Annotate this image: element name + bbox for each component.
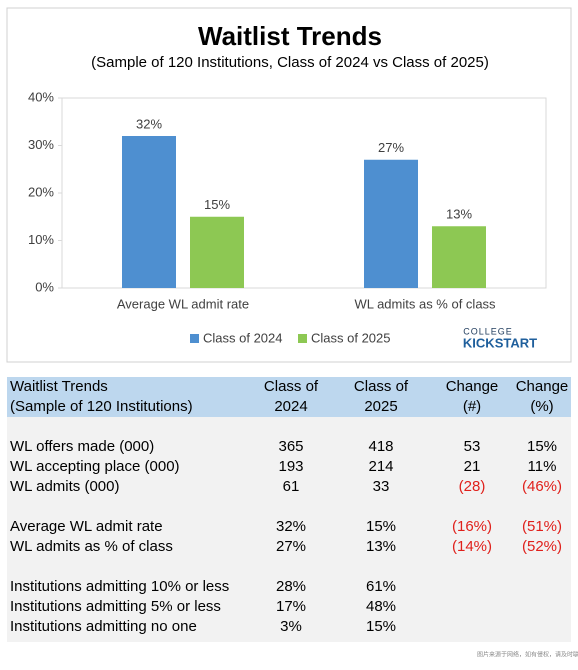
- bar: [432, 226, 486, 288]
- table-cell: 418: [368, 438, 393, 455]
- chart-subtitle: (Sample of 120 Institutions, Class of 20…: [91, 54, 489, 71]
- x-tick-label: Average WL admit rate: [117, 296, 249, 311]
- table-header: (%): [530, 398, 553, 415]
- table-cell: (28): [459, 478, 486, 495]
- value-label: 13%: [446, 207, 472, 222]
- legend-swatch: [190, 334, 199, 343]
- table-header-bg: [7, 377, 571, 417]
- y-tick-label: 0%: [35, 279, 54, 294]
- table-header: Class of: [264, 378, 319, 395]
- table-header: Change: [516, 378, 569, 395]
- table-header: 2024: [274, 398, 307, 415]
- table-cell: 32%: [276, 518, 306, 535]
- value-label: 27%: [378, 140, 404, 155]
- row-label: Institutions admitting 10% or less: [10, 578, 229, 595]
- legend-label: Class of 2024: [203, 330, 283, 345]
- logo: COLLEGE KICKSTART: [463, 326, 537, 350]
- table-cell: 27%: [276, 538, 306, 555]
- table-cell: (14%): [452, 538, 492, 555]
- table-cell: 3%: [280, 618, 302, 635]
- table-cell: (46%): [522, 478, 562, 495]
- value-label: 32%: [136, 116, 162, 131]
- table-cell: 214: [368, 458, 393, 475]
- table-cell: 11%: [528, 458, 557, 475]
- table-cell: 48%: [366, 598, 396, 615]
- chart-title: Waitlist Trends: [198, 21, 382, 51]
- row-label: Average WL admit rate: [10, 518, 163, 535]
- table-header: Change: [446, 378, 499, 395]
- legend-swatch: [298, 334, 307, 343]
- table-cell: 53: [464, 438, 481, 455]
- table-cell: 61%: [366, 578, 396, 595]
- row-label: WL admits as % of class: [10, 538, 173, 555]
- row-label: Institutions admitting 5% or less: [10, 598, 221, 615]
- table-cell: 13%: [366, 538, 396, 555]
- table-cell: 33: [373, 478, 390, 495]
- value-label: 15%: [204, 197, 230, 212]
- bar: [190, 216, 244, 288]
- row-label: Institutions admitting no one: [10, 618, 197, 635]
- table-header: 2025: [364, 398, 397, 415]
- table-cell: 21: [464, 458, 481, 475]
- logo-bottom: KICKSTART: [463, 335, 537, 350]
- row-label: WL admits (000): [10, 478, 119, 495]
- bar: [364, 159, 418, 288]
- y-tick-label: 30%: [28, 137, 54, 152]
- table-cell: (51%): [522, 518, 562, 535]
- logo-top: COLLEGE: [463, 326, 513, 336]
- chart-frame: [6, 7, 572, 363]
- table-header: (#): [463, 398, 481, 415]
- y-tick-label: 20%: [28, 184, 54, 199]
- table-cell: 193: [278, 458, 303, 475]
- table-cell: 17%: [276, 598, 306, 615]
- table-cell: 61: [283, 478, 300, 495]
- table-cell: (16%): [452, 518, 492, 535]
- watermark: 图片来源于网络，如有侵权，请及时联系删除。: [477, 651, 578, 659]
- table-cell: (52%): [522, 538, 562, 555]
- bar: [122, 136, 176, 288]
- x-tick-label: WL admits as % of class: [354, 296, 496, 311]
- y-tick-label: 40%: [28, 89, 54, 104]
- legend-label: Class of 2025: [311, 330, 391, 345]
- row-label: WL accepting place (000): [10, 458, 180, 475]
- table-header: (Sample of 120 Institutions): [10, 398, 193, 415]
- table-cell: 365: [278, 438, 303, 455]
- table-body-bg: [7, 417, 571, 642]
- table-header: Class of: [354, 378, 409, 395]
- table-cell: 28%: [276, 578, 306, 595]
- y-tick-label: 10%: [28, 232, 54, 247]
- table-cell: 15%: [366, 618, 396, 635]
- table-cell: 15%: [366, 518, 396, 535]
- row-label: WL offers made (000): [10, 438, 154, 455]
- table-header: Waitlist Trends: [10, 378, 108, 395]
- table-cell: 15%: [527, 438, 557, 455]
